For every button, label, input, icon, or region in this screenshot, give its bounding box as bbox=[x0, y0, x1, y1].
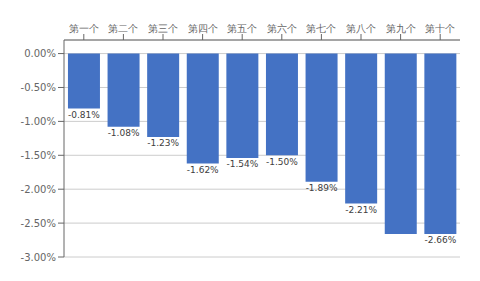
svg-text:-2.00%: -2.00% bbox=[21, 184, 56, 195]
svg-text:-1.08%: -1.08% bbox=[108, 128, 140, 138]
svg-text:第九个: 第九个 bbox=[386, 23, 416, 34]
svg-text:第三个: 第三个 bbox=[148, 23, 178, 34]
svg-text:-2.66%: -2.66% bbox=[424, 235, 456, 245]
svg-text:第二个: 第二个 bbox=[108, 23, 138, 34]
svg-text:第四个: 第四个 bbox=[188, 23, 218, 34]
svg-text:-1.89%: -1.89% bbox=[306, 183, 338, 193]
svg-text:第一个: 第一个 bbox=[69, 23, 99, 34]
svg-text:-1.23%: -1.23% bbox=[147, 138, 179, 148]
svg-text:-3.00%: -3.00% bbox=[21, 252, 56, 263]
svg-text:-1.50%: -1.50% bbox=[21, 150, 56, 161]
svg-text:-1.50%: -1.50% bbox=[266, 157, 298, 167]
svg-text:-1.62%: -1.62% bbox=[187, 165, 219, 175]
svg-text:第六个: 第六个 bbox=[267, 23, 297, 34]
svg-text:-1.54%: -1.54% bbox=[226, 159, 258, 169]
svg-text:0.00%: 0.00% bbox=[24, 48, 56, 59]
svg-text:第七个: 第七个 bbox=[306, 23, 336, 34]
svg-text:-0.50%: -0.50% bbox=[21, 82, 56, 93]
svg-text:-2.50%: -2.50% bbox=[21, 218, 56, 229]
svg-text:第八个: 第八个 bbox=[346, 23, 376, 34]
svg-text:第十个: 第十个 bbox=[425, 23, 455, 34]
svg-text:-0.81%: -0.81% bbox=[68, 110, 100, 120]
svg-text:第五个: 第五个 bbox=[227, 23, 257, 34]
svg-text:-1.00%: -1.00% bbox=[21, 116, 56, 127]
svg-text:-2.21%: -2.21% bbox=[345, 205, 377, 215]
